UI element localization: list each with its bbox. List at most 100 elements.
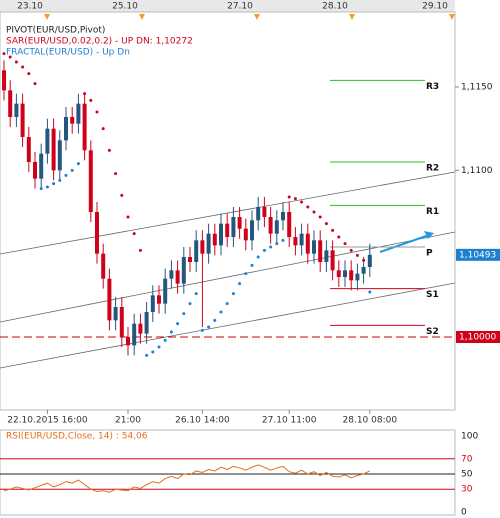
sar-dot: [318, 215, 322, 219]
sar-dot: [213, 318, 217, 322]
channel-line: [0, 171, 456, 255]
candle-body: [293, 237, 298, 246]
sar-dot: [324, 222, 328, 226]
sar-dot: [225, 302, 229, 306]
rsi-tick-label: 0: [461, 508, 467, 518]
candle-body: [361, 267, 366, 274]
candle-body: [169, 270, 174, 279]
x-tick-label: 28.10 08:00: [343, 416, 398, 426]
candle-body: [57, 140, 62, 171]
sar-dot: [219, 310, 223, 314]
sar-dot: [64, 173, 68, 177]
candle-body: [150, 295, 155, 312]
sar-dot: [293, 197, 297, 201]
y-tick-label: 1,1150: [461, 83, 493, 93]
legend-entry: PIVOT(EUR/USD,Pivot): [6, 26, 105, 36]
candle-body: [107, 278, 112, 321]
sar-dot: [114, 172, 118, 176]
date-marker: [44, 14, 50, 20]
sar-dot: [355, 253, 359, 257]
sar-dot: [151, 350, 155, 354]
sar-dot: [331, 228, 335, 232]
date-marker: [349, 14, 355, 20]
sar-dot: [368, 290, 372, 294]
candle-body: [144, 312, 149, 334]
trend-arrow: [379, 233, 433, 253]
sar-dot: [76, 162, 80, 166]
candle-body: [330, 250, 335, 271]
legend-entry: SAR(EUR/USD,0.02,0.2) - UP DN: 1,10272: [6, 37, 193, 47]
sar-dot: [207, 325, 211, 329]
candle-body: [14, 103, 19, 117]
candle-body: [101, 253, 106, 279]
candle-body: [188, 257, 192, 262]
sar-dot: [250, 263, 254, 267]
candle-body: [132, 323, 137, 346]
candle-body: [237, 217, 242, 229]
price-tag-label: 1,10000: [459, 333, 496, 343]
candle-body: [26, 137, 31, 162]
sar-dot: [200, 328, 204, 332]
candle-body: [51, 128, 56, 171]
candle-body: [126, 337, 130, 346]
candle-body: [88, 150, 93, 212]
sar-dot: [83, 92, 87, 96]
candle-body: [33, 162, 37, 179]
sar-dot: [176, 322, 180, 326]
sar-dot: [21, 65, 25, 69]
sar-dot: [300, 200, 304, 204]
sar-dot: [52, 182, 56, 186]
candle-body: [250, 220, 254, 241]
sar-dot: [8, 55, 12, 59]
pivot-label: S2: [426, 327, 439, 337]
rsi-tick-label: 100: [461, 432, 478, 442]
candle-body: [367, 254, 372, 267]
candle-body: [20, 103, 25, 137]
candle-body: [70, 117, 75, 124]
sar-dot: [95, 110, 99, 114]
price-tag: [456, 248, 500, 261]
sar-dot: [275, 242, 279, 246]
sar-dot: [349, 248, 353, 252]
sar-dot: [27, 72, 31, 76]
rsi-title: RSI(EUR/USD,Close, 14) : 54,06: [6, 432, 148, 442]
candle-body: [200, 240, 205, 254]
candle-body: [287, 212, 292, 237]
candle-body: [312, 240, 316, 254]
candle-body: [8, 90, 13, 117]
candle-body: [212, 233, 217, 246]
candle-body: [219, 223, 223, 246]
candle-body: [243, 228, 248, 241]
trend-arrow-head: [424, 231, 434, 239]
sar-dot: [287, 195, 291, 199]
candle-body: [113, 307, 118, 321]
date-marker: [254, 14, 260, 20]
sar-dot: [244, 272, 248, 276]
rsi-panel: [0, 429, 456, 516]
candle-body: [343, 270, 347, 277]
sar-dot: [14, 60, 18, 64]
candle-body: [76, 103, 81, 124]
channel-line: [0, 282, 456, 369]
sar-dot: [337, 235, 341, 239]
price-tag-label: 1,10493: [459, 250, 496, 260]
sar-dot: [132, 232, 136, 236]
candle-body: [2, 70, 6, 91]
x-tick-label: 21:00: [115, 416, 141, 426]
sar-dot: [262, 248, 266, 252]
candle-body: [231, 217, 236, 237]
pivot-label: P: [426, 249, 433, 259]
y-tick-label: 1,1100: [461, 166, 493, 176]
sar-dot: [182, 312, 186, 316]
candle-body: [45, 128, 50, 154]
sar-dot: [145, 353, 149, 357]
sar-dot: [281, 238, 285, 242]
sar-dot: [2, 52, 6, 56]
rsi-tick-label: 30: [461, 485, 473, 495]
sar-dot: [194, 292, 198, 296]
candle-body: [355, 273, 360, 281]
sar-dot: [362, 258, 366, 262]
candle-body: [95, 212, 99, 254]
date-strip: [0, 0, 455, 12]
